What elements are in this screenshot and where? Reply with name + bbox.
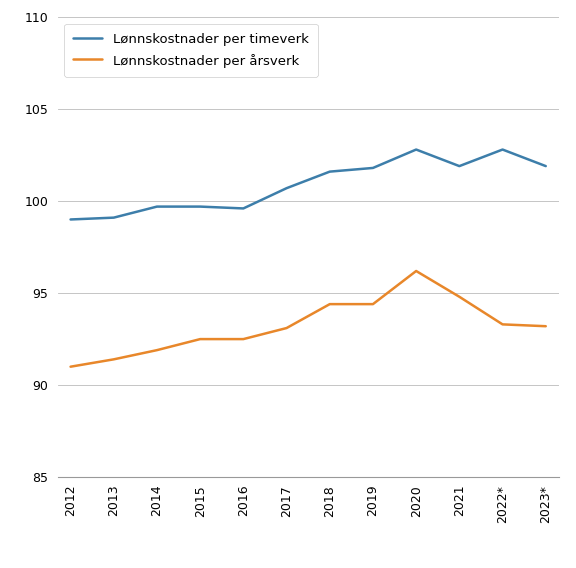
Lønnskostnader per timeverk [67,216,74,223]
Lønnskostnader per årsverk [196,336,204,343]
Lønnskostnader per timeverk [499,146,506,153]
Legend: Lønnskostnader per timeverk, Lønnskostnader per årsverk: Lønnskostnader per timeverk, Lønnskostna… [64,24,318,77]
Lønnskostnader per timeverk [542,162,549,169]
Lønnskostnader per årsverk [370,300,377,307]
Lønnskostnader per årsverk [110,356,118,363]
Lønnskostnader per timeverk [456,162,463,169]
Lønnskostnader per timeverk [412,146,419,153]
Lønnskostnader per årsverk [542,323,549,329]
Lønnskostnader per timeverk [326,168,333,175]
Lønnskostnader per årsverk [153,346,160,353]
Lønnskostnader per timeverk [370,165,377,172]
Lønnskostnader per timeverk [283,185,290,191]
Lønnskostnader per årsverk [67,364,74,370]
Lønnskostnader per årsverk [412,268,419,274]
Line: Lønnskostnader per timeverk: Lønnskostnader per timeverk [70,149,545,219]
Lønnskostnader per årsverk [456,293,463,300]
Lønnskostnader per timeverk [196,203,204,210]
Lønnskostnader per årsverk [240,336,247,343]
Lønnskostnader per årsverk [283,325,290,332]
Lønnskostnader per årsverk [499,321,506,328]
Lønnskostnader per årsverk [326,300,333,307]
Lønnskostnader per timeverk [153,203,160,210]
Lønnskostnader per timeverk [110,214,118,221]
Line: Lønnskostnader per årsverk: Lønnskostnader per årsverk [70,271,545,367]
Lønnskostnader per timeverk [240,205,247,212]
